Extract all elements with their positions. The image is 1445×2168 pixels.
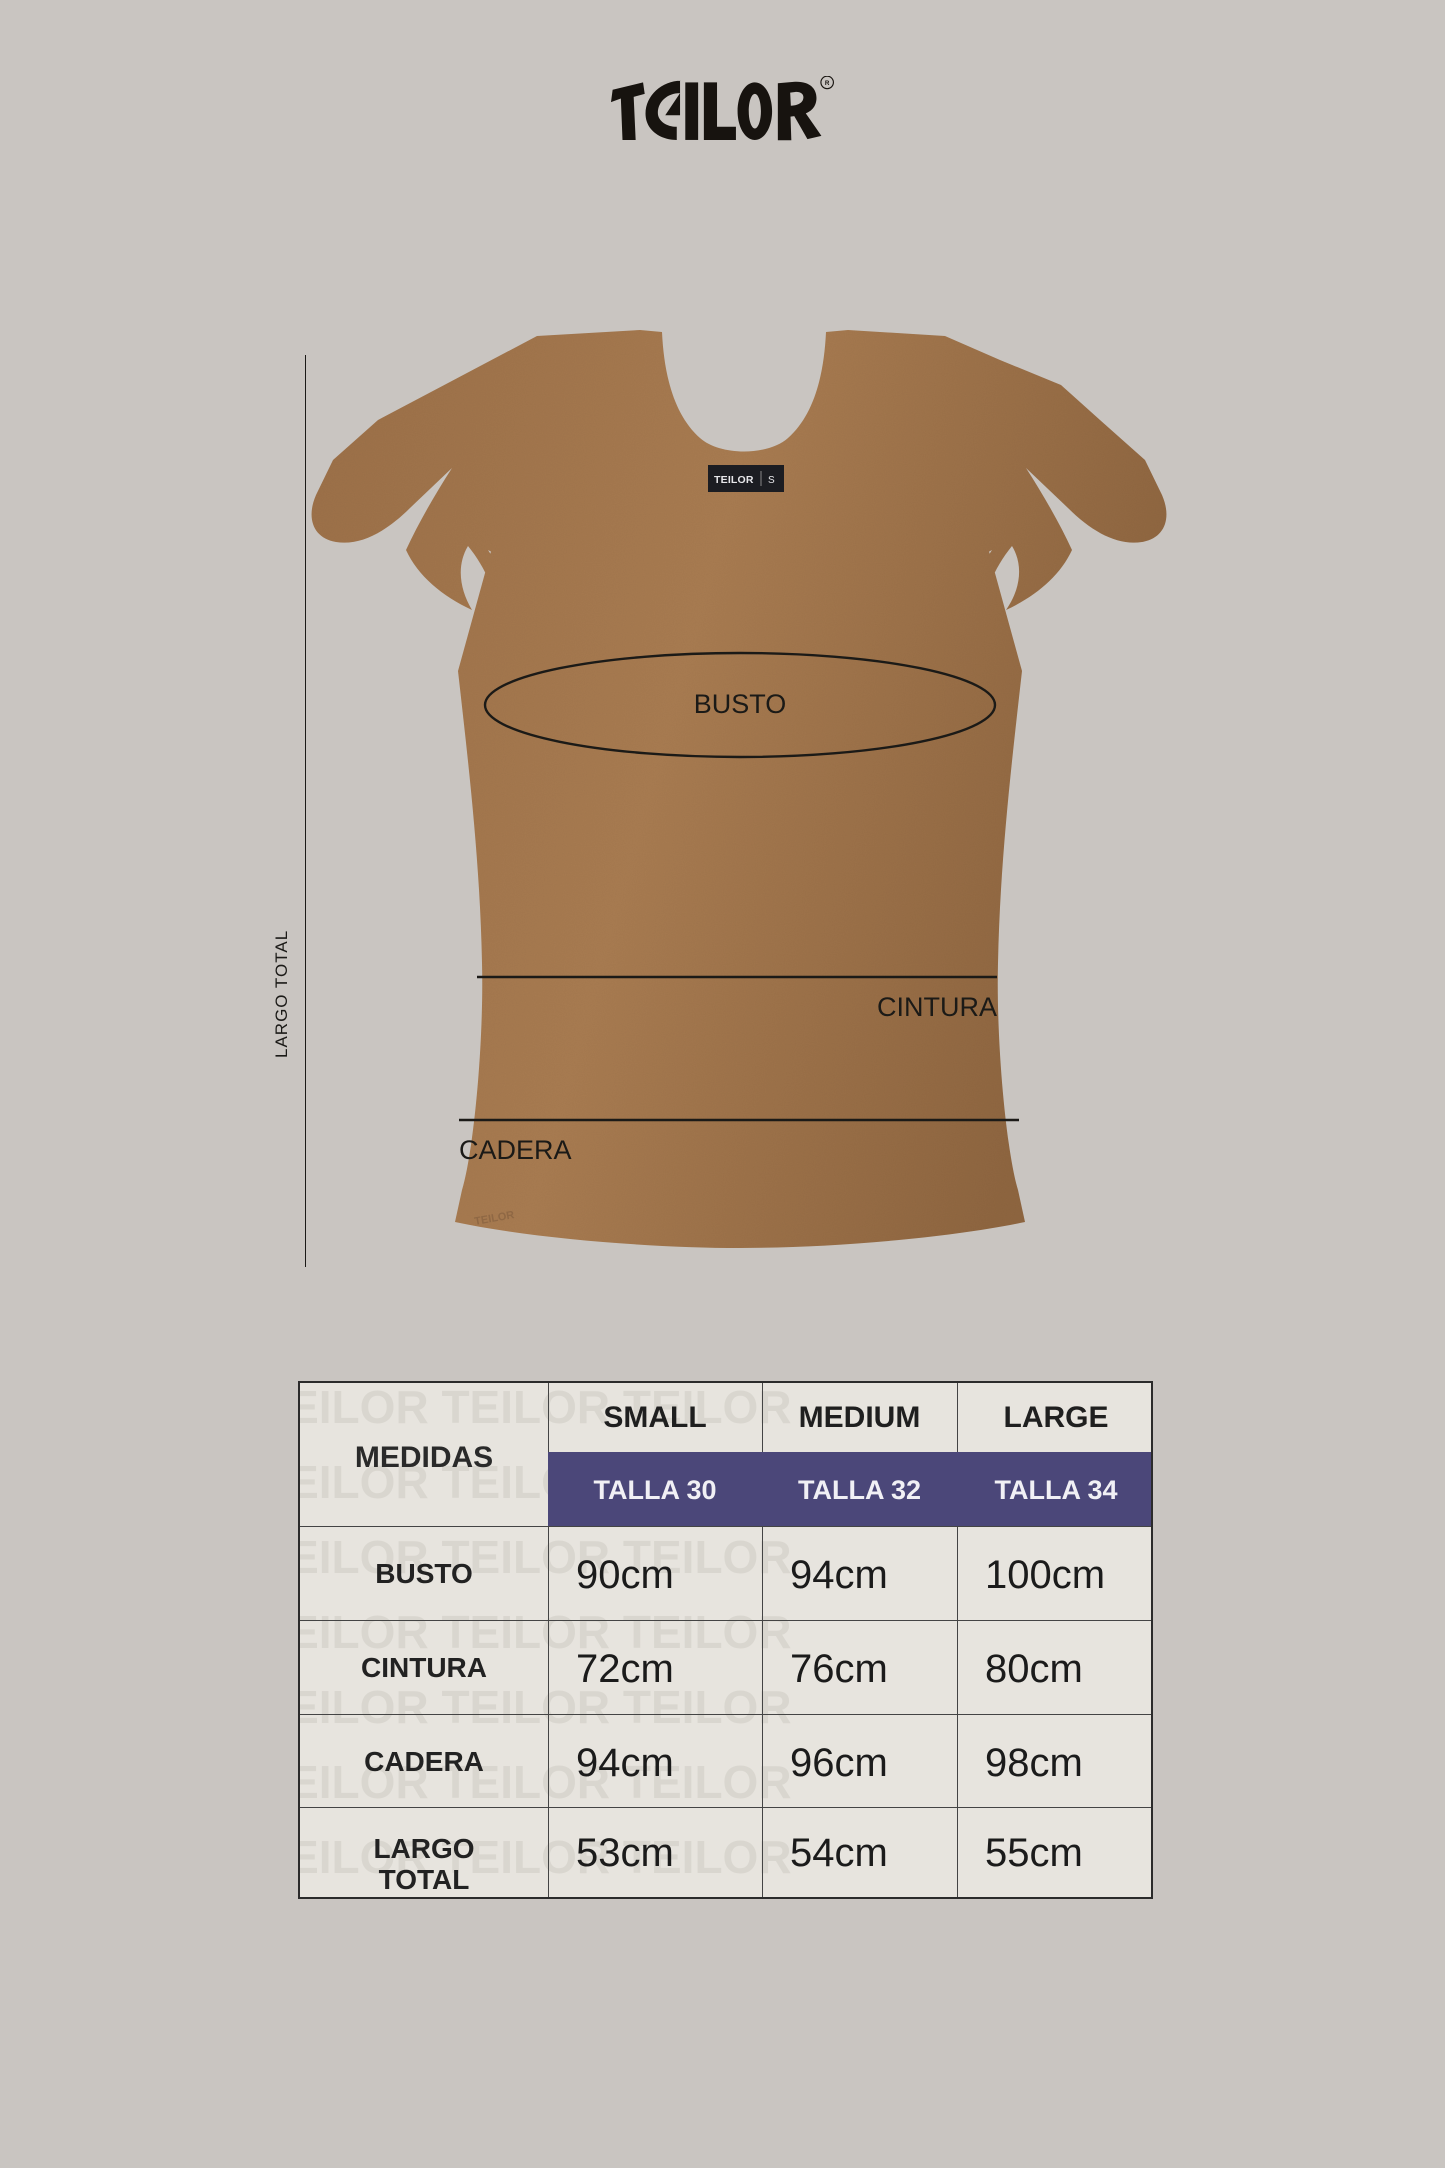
svg-text:TEILOR: TEILOR bbox=[714, 474, 754, 486]
svg-text:R: R bbox=[825, 80, 830, 87]
svg-text:CINTURA: CINTURA bbox=[877, 992, 997, 1022]
svg-text:CADERA: CADERA bbox=[459, 1135, 572, 1165]
svg-text:BUSTO: BUSTO bbox=[694, 689, 787, 719]
svg-text:S: S bbox=[768, 475, 775, 486]
